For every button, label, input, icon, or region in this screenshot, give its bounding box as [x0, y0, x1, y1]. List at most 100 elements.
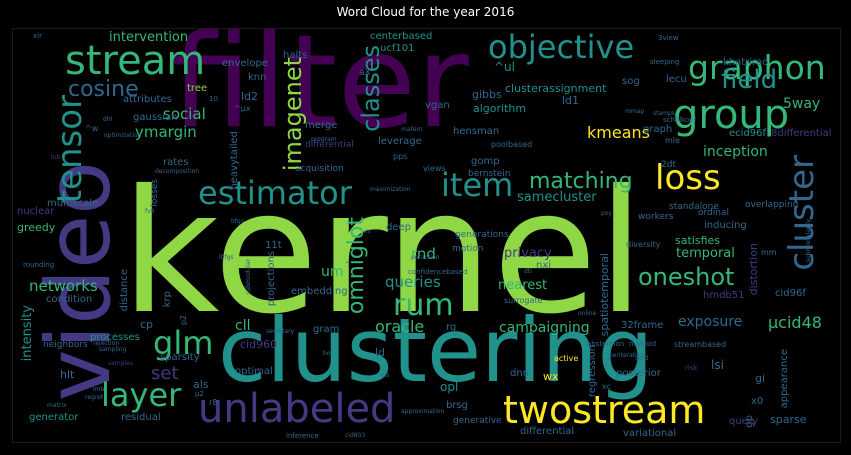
word-active: active — [554, 354, 579, 363]
word-surrogate: surrogate — [504, 296, 543, 305]
word-queries: queries — [385, 273, 441, 291]
word-ucid48: µcid48 — [768, 313, 822, 332]
word-gram: gram — [313, 324, 340, 335]
word-dhl: dhl — [103, 116, 113, 123]
word-kmeans: kmeans — [587, 123, 650, 142]
word-um: um — [321, 264, 344, 280]
word-classes: classes — [357, 45, 385, 132]
word-cid96f: cid96f — [775, 288, 806, 299]
word-x0: x0 — [751, 396, 764, 407]
word-optimization: optimization — [104, 132, 142, 139]
word-confidencebased: confidencebased — [408, 268, 468, 276]
word-spatiotemporal: spatiotemporal — [598, 253, 611, 337]
word-cll: cll — [235, 318, 251, 334]
word-wx: wx — [543, 370, 559, 383]
word-sog: sog — [622, 76, 640, 87]
word-glm: glm — [153, 324, 214, 362]
word-estimator: estimator — [198, 174, 352, 212]
word-appearance: appearance — [779, 349, 790, 409]
word-nuclear: nuclear — [17, 206, 55, 217]
word-differential2: differential — [520, 426, 575, 437]
word-regret: regret — [85, 394, 104, 401]
word-ld1: ld1 — [562, 94, 580, 107]
word-mle: mle — [665, 136, 680, 145]
word-temporal: temporal — [676, 246, 735, 261]
word-social: social — [163, 105, 206, 123]
word-fv8: fv8 — [145, 208, 155, 215]
word-abstention: abstention — [587, 340, 625, 348]
word-sparsity: sparsity — [160, 352, 200, 363]
word-poolbased: poolbased — [491, 140, 533, 149]
word-greedy: greedy — [17, 221, 56, 234]
word-hensman: hensman — [453, 126, 500, 137]
word-neighbors: neighbors — [43, 340, 88, 350]
word-risk: risk — [685, 364, 698, 372]
word-twodt: 2dt — [661, 160, 676, 170]
word-submodularity: submodularity — [805, 219, 812, 263]
word-field: field — [721, 65, 778, 95]
word-processes: processes — [90, 332, 140, 343]
word-generations: generations — [455, 230, 509, 240]
word-stream: stream — [65, 38, 206, 84]
word-generator: generator — [29, 412, 79, 423]
word-streambased: streambased — [674, 340, 727, 349]
word-khatrirao: khatrirao — [723, 57, 769, 68]
word-gi: gi — [755, 372, 766, 385]
word-deep: deep — [386, 222, 411, 233]
word-halts: halts — [283, 50, 308, 61]
word-acquisition: acquisition — [295, 164, 344, 174]
word-decomposition: decomposition — [155, 168, 200, 175]
word-regression: regression — [587, 345, 598, 398]
word-inception: inception — [703, 144, 768, 160]
word-intervention: intervention — [109, 30, 189, 45]
word-thirtytwoframe: 32frame — [621, 320, 664, 331]
word-eleventh: 11t — [265, 240, 282, 251]
word-matrix: matrix — [47, 402, 67, 409]
word-submodular: submodular — [245, 259, 252, 295]
word-clusterassignment: clusterassignment — [505, 82, 607, 95]
word-tree: tree — [187, 83, 208, 94]
word-fiveway: 5way — [783, 96, 821, 112]
word-vgan: vgan — [425, 100, 450, 111]
word-lbfgs: lbfgs — [219, 254, 234, 261]
word-aX: aX — [359, 68, 371, 78]
word-wlabel: ^w — [85, 124, 99, 133]
word-cid803: cid803 — [345, 432, 366, 439]
word-online: online — [578, 310, 597, 317]
word-gaussian: gaussian — [133, 112, 178, 123]
word-lob: lob — [51, 154, 61, 161]
word-nxi: nxi — [536, 260, 552, 271]
word-loss: loss — [655, 158, 721, 198]
word-tensor: tensor — [50, 95, 90, 204]
word-stamps: stamps — [653, 110, 675, 117]
word-ucf101: ucf101 — [380, 43, 415, 54]
word-maximization: maximization — [370, 186, 411, 193]
word-query: query — [729, 416, 758, 427]
word-bo: bo — [323, 350, 331, 357]
word-rnd: rnd — [411, 245, 436, 263]
word-workers: workers — [638, 212, 674, 222]
word-gibbs: gibbs — [472, 88, 502, 101]
word-rejection: rejection — [93, 340, 120, 347]
word-pps: pps — [393, 152, 408, 161]
word-threeview: 3view — [658, 34, 679, 42]
word-gomp: gomp — [471, 156, 500, 167]
word-sleeping: sleeping — [650, 58, 680, 66]
word-kernel: kernel — [121, 154, 645, 352]
word-optimal: optimal — [235, 366, 273, 377]
word-group: group — [673, 92, 790, 138]
word-centerbased: centerbased — [370, 31, 433, 42]
word-ld: ld — [375, 346, 386, 359]
word-privacy: privacy — [504, 246, 552, 261]
word-residual: residual — [121, 412, 161, 423]
word-merge: merge — [305, 120, 338, 131]
word-opl: opl — [440, 380, 459, 394]
word-variational: variational — [623, 428, 677, 439]
word-cid960: cid960 — [240, 338, 278, 351]
word-ols: ols — [381, 372, 390, 379]
word-twostream: twostream — [503, 388, 706, 432]
word-filter: filter — [171, 28, 469, 157]
word-cosine: cosine — [68, 77, 139, 102]
word-projections: projections — [266, 251, 277, 307]
word-ordinal: ordinal — [698, 208, 729, 218]
